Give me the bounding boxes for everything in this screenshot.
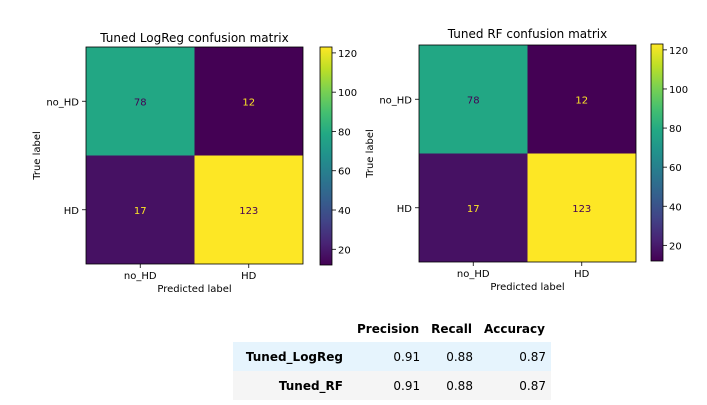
- confusion-matrix-rf: Tuned RF confusion matrix 78 12 17 123 no_HD H…: [365, 27, 688, 293]
- row-label-logreg: Tuned_LogReg: [233, 342, 351, 371]
- matrix-frame: [85, 46, 304, 265]
- y-tick-label: no_HD: [46, 97, 79, 108]
- row-label-rf: Tuned_RF: [233, 371, 351, 400]
- colorbar-tick-label: 40: [669, 202, 682, 213]
- logreg-accuracy: 0.87: [477, 342, 551, 371]
- colorbar-tick-label: 20: [669, 241, 682, 252]
- matrix-cell: [194, 47, 303, 156]
- colorbar-tick-label: 80: [338, 127, 351, 138]
- rf-accuracy: 0.87: [477, 371, 551, 400]
- colorbar-tick-label: 120: [338, 49, 357, 60]
- cell-value-label: 12: [242, 97, 255, 108]
- y-tick-label: HD: [397, 204, 413, 215]
- rf-precision: 0.91: [351, 371, 426, 400]
- cell-value-label: 17: [467, 204, 480, 215]
- cell-value-label: 123: [572, 204, 591, 215]
- metrics-col-precision: Precision: [357, 321, 420, 336]
- matrix-cell: [527, 45, 636, 154]
- table-row: Tuned_RF 0.91 0.88 0.87: [233, 371, 551, 400]
- table-row: Tuned_LogReg 0.91 0.88 0.87: [233, 342, 551, 371]
- cell-value-label: 78: [134, 97, 147, 108]
- x-tick-label: HD: [241, 271, 257, 282]
- logreg-recall: 0.88: [425, 342, 478, 371]
- colorbar-tick-label: 100: [338, 88, 357, 99]
- chart-title: Tuned RF confusion matrix: [447, 27, 607, 41]
- matrix-cell: [419, 45, 528, 154]
- matrix-cell: [86, 47, 195, 156]
- matrix-cell: [86, 155, 195, 264]
- matrix-cell: [419, 153, 528, 262]
- chart-title: Tuned LogReg confusion matrix: [99, 31, 288, 45]
- metrics-table: Precision Recall Accuracy Tuned_LogReg 0…: [233, 315, 551, 400]
- metrics-col-accuracy: Accuracy: [483, 321, 545, 336]
- matrix-frame: [418, 44, 637, 263]
- cell-value-label: 78: [467, 95, 480, 106]
- colorbar-tick-label: 40: [338, 206, 351, 217]
- matrix-cell: [194, 155, 303, 264]
- y-axis-label: True label: [365, 129, 376, 179]
- x-tick-label: HD: [574, 269, 590, 280]
- cell-value-label: 123: [239, 206, 258, 217]
- colorbar-tick-label: 20: [338, 245, 351, 256]
- cell-value-label: 17: [134, 206, 147, 217]
- matrix-cell: [527, 153, 636, 262]
- confusion-matrix-figure: Tuned LogReg confusion matrix 78 12 17 123 no…: [32, 27, 688, 295]
- colorbar: [319, 46, 333, 266]
- x-tick-label: no_HD: [124, 271, 157, 282]
- colorbar-tick-label: 60: [338, 167, 351, 178]
- rf-recall: 0.88: [425, 371, 478, 400]
- colorbar-tick-label: 80: [669, 124, 682, 135]
- colorbar: [650, 43, 664, 262]
- logreg-precision: 0.91: [351, 342, 426, 371]
- colorbar-tick-label: 100: [669, 85, 688, 96]
- metrics-header-row: Precision Recall Accuracy: [233, 315, 551, 342]
- confusion-matrix-logreg: Tuned LogReg confusion matrix 78 12 17 123 no…: [32, 31, 357, 295]
- colorbar-tick-label: 60: [669, 163, 682, 174]
- metrics-col-recall: Recall: [431, 321, 472, 336]
- cell-value-label: 12: [575, 95, 588, 106]
- metrics-corner-cell: [233, 315, 351, 342]
- x-axis-label: Predicted label: [157, 284, 231, 295]
- y-tick-label: no_HD: [379, 95, 412, 106]
- y-axis-label: True label: [32, 131, 43, 181]
- y-tick-label: HD: [64, 206, 80, 217]
- x-tick-label: no_HD: [457, 269, 490, 280]
- colorbar-tick-label: 120: [669, 46, 688, 57]
- x-axis-label: Predicted label: [490, 282, 564, 293]
